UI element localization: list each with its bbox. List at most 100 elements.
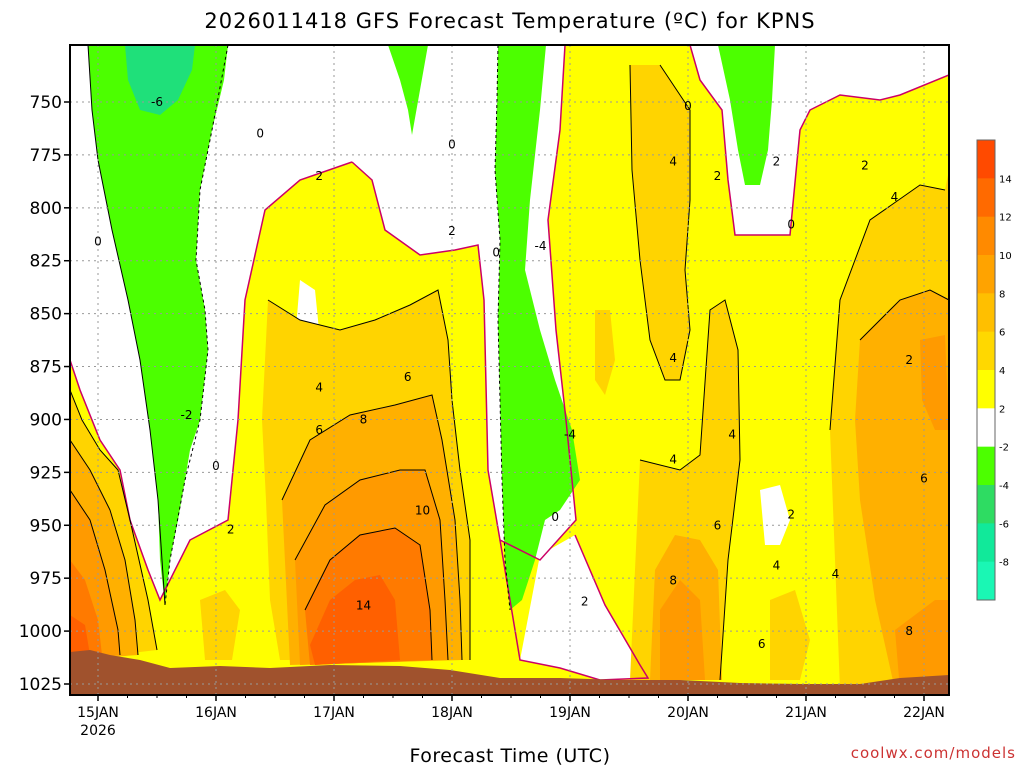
y-tick-label: 975 [30,569,62,589]
colorbar-label: -6 [999,519,1009,530]
x-tick-label: 20JAN [667,705,709,721]
band-8-10-far-right [920,335,949,430]
contour-label: 0 [492,245,500,259]
band-neg6-left [125,45,195,115]
contour-label: 2 [227,523,235,537]
contour-label: 0 [787,218,795,232]
band-neg2-neg4-upper [388,45,428,135]
contour-labels: -6 0 0 2 0 4 2 2 2 4 0 2 0 -4 0 -2 0 2 4 6 8 6 10 14 0 -4 2 4 4 4 6 8 2 4… [94,95,958,651]
contour-label: -2 [181,408,193,422]
x-tick-label: 19JAN [549,705,591,721]
colorbar-label: 6 [999,328,1005,339]
plot-frame [69,44,950,696]
contour-label: 4 [669,453,677,467]
contour-label: 2 [581,594,589,608]
colorbar-label: -2 [999,443,1009,454]
x-tick-label: 16JAN [195,705,237,721]
contour-label: 0 [551,510,559,524]
band-0-2-pocket2 [760,485,790,545]
chart-title: 2026011418 GFS Forecast Temperature (ºC)… [204,9,815,33]
y-tick-label: 800 [30,199,62,219]
x-tick-label: 22JAN [903,705,945,721]
contour-label: 6 [950,298,958,312]
contour-label: -4 [535,239,547,253]
contour-label: 4 [891,190,899,204]
band-neg2-neg4-right [718,45,775,185]
contour-label: 4 [669,154,677,168]
colorbar-swatch [977,523,995,563]
contour-label: 6 [714,518,722,532]
colorbar-swatch [977,178,995,218]
band-8-10-far-right2 [895,600,949,690]
band-4-6-right4 [770,590,810,680]
y-tick-label: 875 [30,358,62,378]
freezing-line-mid [351,45,577,561]
y-tick-label: 950 [30,516,62,536]
x-tick-label: 21JAN [785,705,827,721]
contour-label: 6 [404,370,412,384]
band-neg2-neg4-left [88,45,228,605]
x-axis-title: Forecast Time (UTC) [410,745,611,767]
x-tick-label: 15JAN [77,705,119,721]
colorbar-swatch [977,140,995,179]
contour-label: 2 [448,224,456,238]
y-axis: 750 775 800 825 850 875 900 925 950 975 1000 1025 [19,93,70,695]
contour-label: -4 [564,427,576,441]
contour-label: 4 [832,567,840,581]
colorbar-label: 12 [999,213,1012,224]
y-tick-label: 1025 [19,675,62,695]
colorbar-swatch [977,446,995,486]
freezing-line-right [689,45,949,236]
contour-label: 10 [415,503,430,517]
freezing-line-valley [499,534,650,681]
colorbar-label: -8 [999,558,1009,569]
contour-label: 8 [905,624,913,638]
contour-label: 2 [315,169,323,183]
contour-label: 6 [920,472,928,486]
contour-lines [70,45,949,681]
grid-lines [70,45,949,695]
y-tick-label: 900 [30,410,62,430]
x-axis: 15JAN 16JAN 17JAN 18JAN 19JAN 20JAN 21JAN 22JAN… [77,695,945,739]
freezing-line-left [70,161,353,602]
colorbar-label: 8 [999,289,1005,300]
y-tick-label: 925 [30,463,62,483]
contour-label: 2 [714,169,722,183]
contour-label: 2 [861,158,869,172]
contour-label: 14 [356,599,371,613]
colorbar-swatch [977,216,995,256]
band-4-6-right2 [595,310,615,395]
colorbar-frame [976,139,996,601]
colorbar-swatch [977,485,995,524]
x-tick-label: 18JAN [431,705,473,721]
plot-area: -6 0 0 2 0 4 2 2 2 4 0 2 0 -4 0 -2 0 2 4 6 8 6 10 14 0 -4 2 4 4 4 6 8 2 4… [70,45,958,695]
colorbar-swatch [977,255,995,294]
contour-label: 0 [256,127,264,141]
colorbar-swatch [977,408,995,448]
colorbar-swatch [977,331,995,371]
colorbar-label: 14 [999,174,1012,185]
y-tick-label: 775 [30,146,62,166]
credit-text: coolwx.com/models [851,744,1016,762]
contour-label: 8 [669,573,677,587]
contour-label: -6 [151,95,163,109]
ground-terrain [70,650,949,695]
colorbar-label: 10 [999,251,1012,262]
contour-label: 4 [669,351,677,365]
contour-label: 0 [684,99,692,113]
colorbar-legend: 14 12 10 8 6 4 2 -2 -4 -6 -8 [976,139,1012,601]
y-tick-label: 825 [30,252,62,272]
band-4-6-right1 [630,65,690,380]
colorbar-swatch [977,293,995,333]
contour-label: 4 [773,558,781,572]
contour-label: 2 [905,353,913,367]
contour-label: 6 [315,423,323,437]
band-8-10-right [660,580,705,680]
y-tick-label: 750 [30,93,62,113]
colorbar-label: 4 [999,366,1005,377]
x-year-label: 2026 [80,723,116,739]
colorbar-label: -4 [999,481,1009,492]
contour-label: 0 [94,235,102,249]
band-neg2-neg4-mid [495,45,580,610]
